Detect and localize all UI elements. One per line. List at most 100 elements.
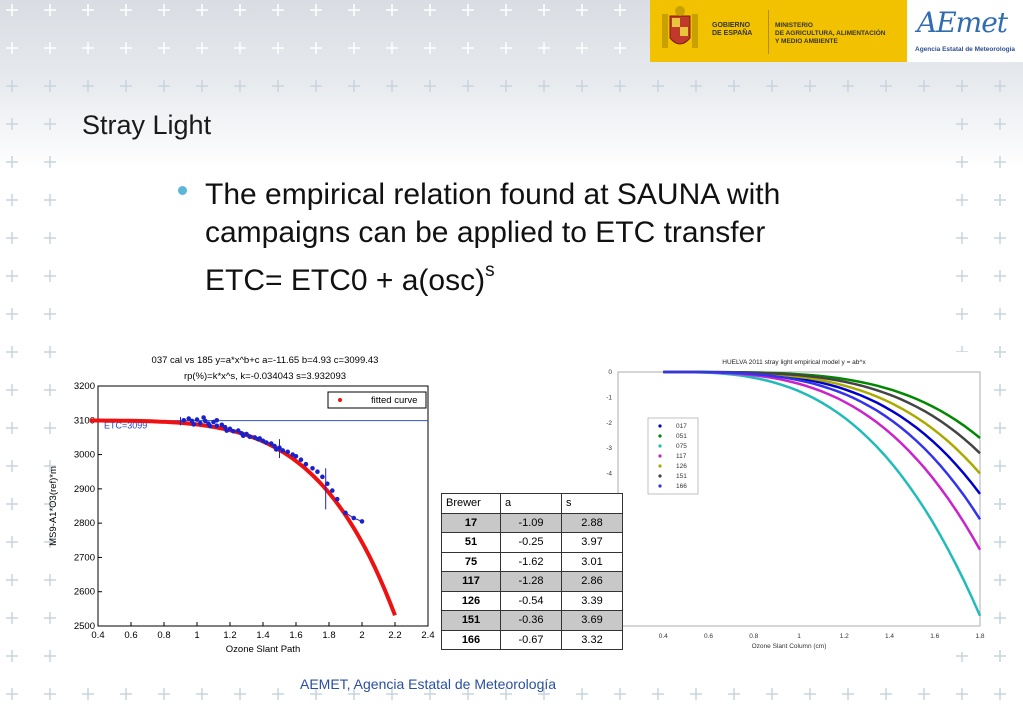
ministerio-line-2: DE AGRICULTURA, ALIMENTACIÓN [775, 30, 886, 37]
trail-line [345, 512, 363, 522]
table-cell: 2.88 [561, 512, 623, 533]
table-cell: -1.62 [500, 551, 562, 572]
data-point [257, 436, 262, 441]
table-cell: 166 [441, 629, 501, 650]
table-cell: 51 [441, 532, 501, 553]
chart-subtitle: rp(%)=k*x^s, k=-0.034043 s=3.932093 [184, 371, 346, 382]
bullet-dot-icon [178, 186, 187, 195]
column-header: a [500, 493, 562, 514]
gobierno-label: GOBIERNO DE ESPAÑA [712, 22, 752, 38]
plus-mark [6, 536, 18, 548]
ministerio-line-1: MINISTERIO [775, 22, 813, 29]
x-tick-label: 1.6 [930, 633, 939, 640]
plus-mark [994, 688, 1006, 700]
x-tick-label: 1.6 [289, 630, 302, 641]
data-point [240, 433, 246, 439]
table-row: 51 -0.25 3.97 [441, 532, 623, 553]
plus-mark [994, 650, 1006, 662]
y-tick-label: 2700 [74, 552, 95, 563]
aemet-logo-box [907, 0, 1023, 62]
series-line-166 [663, 370, 982, 520]
table-cell: 3.01 [561, 551, 623, 572]
plus-mark [44, 232, 56, 244]
data-point [320, 474, 325, 480]
plus-mark [994, 346, 1006, 358]
data-point [272, 443, 277, 449]
plus-mark [994, 384, 1006, 396]
y-tick-label: -3 [606, 445, 612, 452]
plus-mark [6, 688, 18, 700]
data-point [315, 469, 320, 475]
data-point [201, 415, 206, 420]
plus-mark [652, 688, 664, 700]
brewer-coefficients-table: Brewer a s 17 -1.09 2.88 51 -0.25 3.97 7… [441, 493, 623, 650]
ministerio-line-3: Y MEDIO AMBIENTE [775, 38, 838, 45]
data-point [334, 496, 340, 502]
aemet-logo-subtitle: Agencia Estatal de Meteorología [915, 46, 1016, 53]
table-cell: 3.39 [561, 590, 623, 611]
plus-mark [576, 688, 588, 700]
plus-mark [994, 194, 1006, 206]
legend-label: 126 [676, 463, 687, 470]
legend-marker [338, 398, 342, 402]
plus-mark [6, 232, 18, 244]
table-row: 166 -0.67 3.32 [441, 629, 623, 650]
plus-mark [956, 308, 968, 320]
data-point [189, 418, 195, 424]
plus-mark [6, 270, 18, 282]
table-row: 17 -1.09 2.88 [441, 512, 623, 533]
table-row: 126 -0.54 3.39 [441, 590, 623, 611]
data-point [285, 449, 291, 455]
data-point [310, 465, 315, 471]
column-header: s [561, 493, 623, 514]
x-tick-label: 1.4 [885, 633, 894, 640]
plus-mark [44, 270, 56, 282]
plus-mark [994, 536, 1006, 548]
x-tick-label: 2.2 [388, 630, 401, 641]
chart-title: HUELVA 2011 stray light empirical model … [722, 359, 866, 366]
legend-marker [658, 454, 662, 458]
legend-marker [658, 464, 662, 468]
plus-mark [196, 688, 208, 700]
plus-mark [272, 688, 284, 700]
data-point [298, 457, 304, 463]
table-cell: -0.36 [500, 610, 562, 631]
plus-mark [918, 688, 930, 700]
plus-mark [6, 498, 18, 510]
y-tick-label: 2900 [74, 484, 95, 495]
data-point [273, 447, 279, 452]
legend-marker [658, 434, 662, 438]
plus-mark [6, 612, 18, 624]
table-header-row: Brewer a s [441, 493, 623, 514]
plus-mark [994, 270, 1006, 282]
y-tick-label: 2600 [74, 587, 95, 598]
table-cell: 151 [441, 610, 501, 631]
x-axis-label: Ozone Slant Column (cm) [752, 643, 827, 650]
plus-mark [994, 574, 1006, 586]
plus-mark [6, 308, 18, 320]
table-cell: -1.09 [500, 512, 562, 533]
y-tick-label: 2800 [74, 518, 95, 529]
plus-mark [994, 422, 1006, 434]
data-point [214, 417, 220, 423]
data-point [264, 440, 269, 445]
slide-title: Stray Light [82, 110, 212, 140]
plus-mark [44, 688, 56, 700]
data-point [202, 418, 208, 424]
plus-mark [842, 688, 854, 700]
y-tick-label: -2 [606, 420, 612, 427]
bullet-line-2: campaigns can be applied to ETC transfer [205, 216, 766, 249]
table-cell: -0.67 [500, 629, 562, 650]
x-tick-label: 1.8 [975, 633, 984, 640]
legend-label: 151 [676, 473, 687, 480]
table-cell: 3.69 [561, 610, 623, 631]
table-cell: 2.86 [561, 571, 623, 592]
y-tick-label: 0 [608, 369, 612, 376]
data-point [231, 428, 236, 434]
data-point [222, 424, 228, 430]
plus-mark [804, 688, 816, 700]
table-row: 151 -0.36 3.69 [441, 610, 623, 631]
data-point [181, 417, 187, 423]
legend-label: 075 [676, 443, 687, 450]
stray-light-model-chart: HUELVA 2011 stray light empirical model … [588, 352, 990, 652]
